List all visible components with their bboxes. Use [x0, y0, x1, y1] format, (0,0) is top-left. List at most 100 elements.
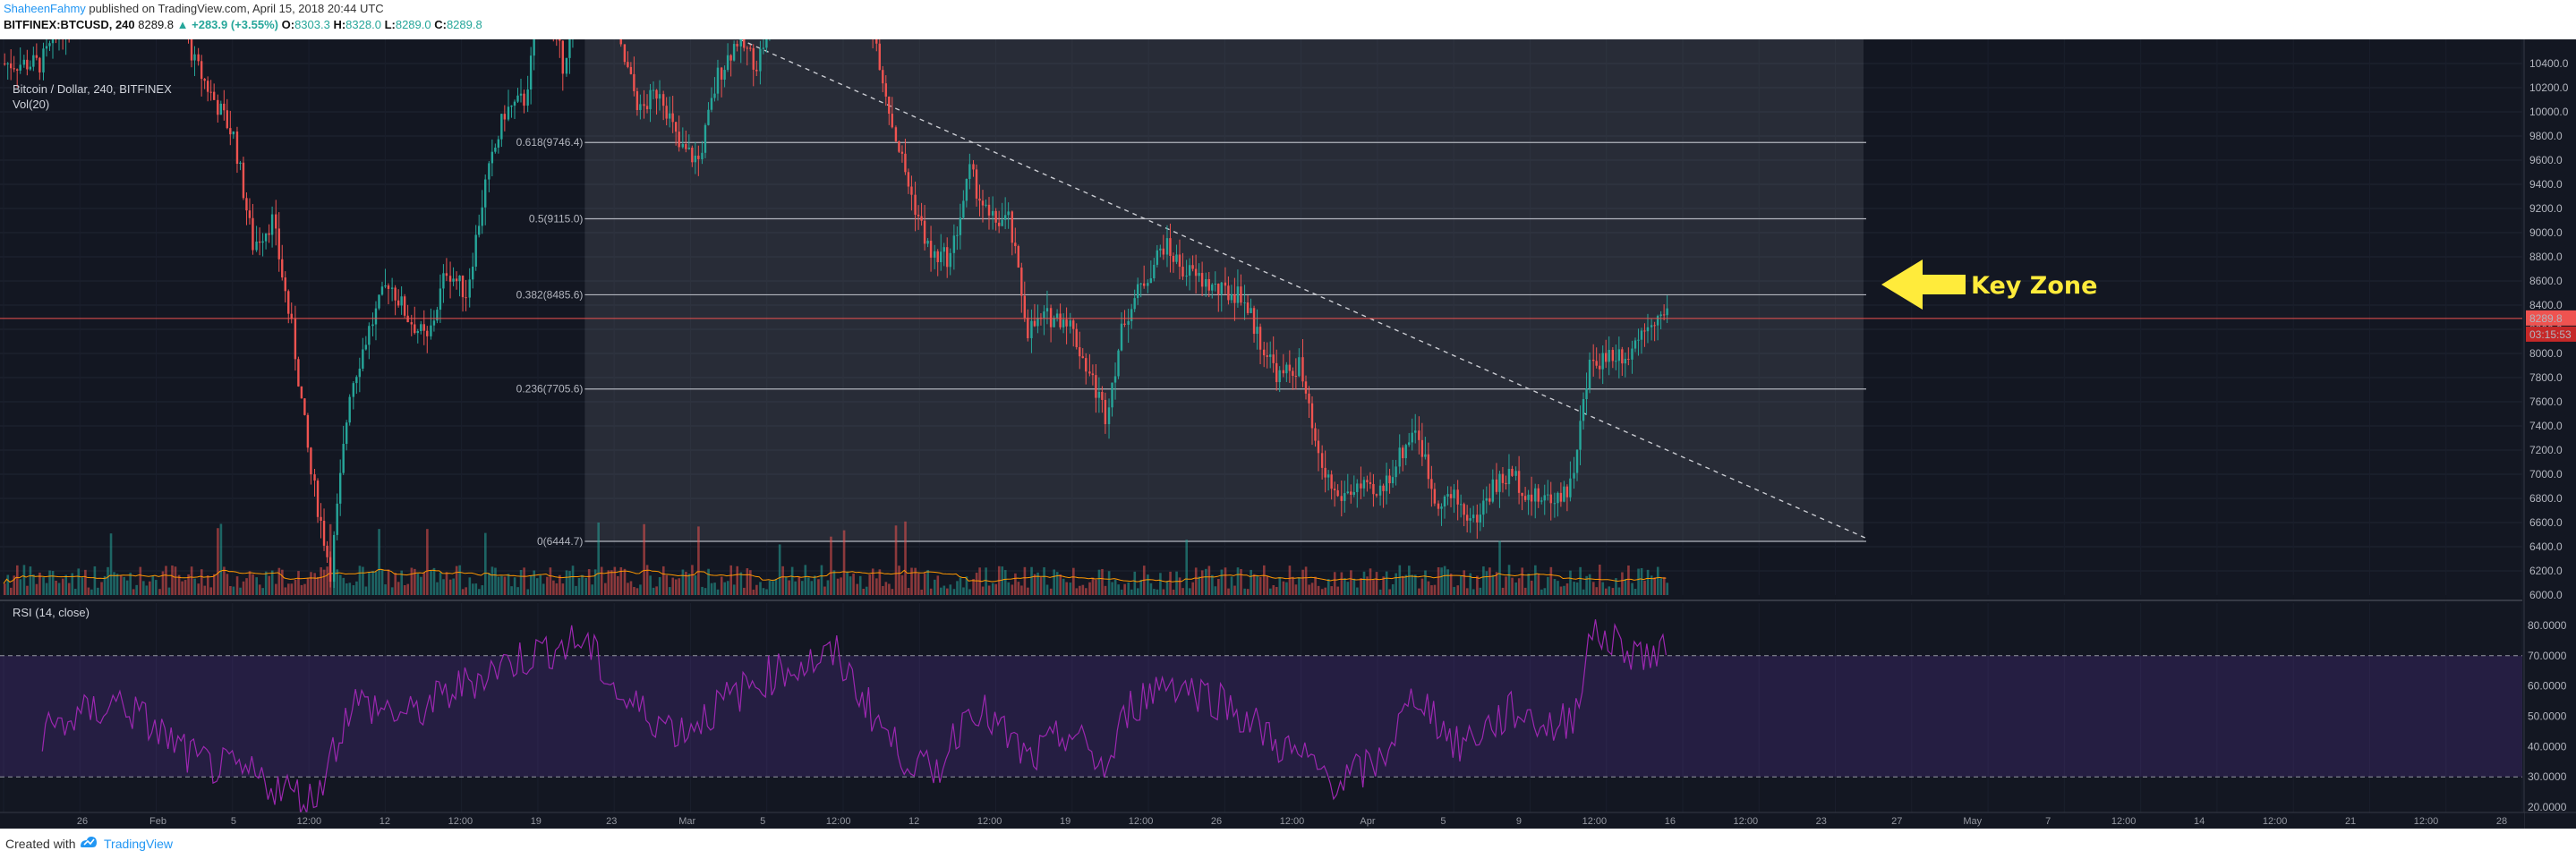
candle-body — [1440, 506, 1443, 509]
candle-body — [1523, 496, 1527, 500]
candle-body — [494, 147, 497, 152]
candle-body — [1495, 479, 1498, 492]
volume-bar — [898, 566, 900, 595]
candle-body — [322, 520, 326, 546]
candle-body — [1269, 354, 1272, 357]
volume-bar — [1511, 577, 1514, 595]
rsi-pane[interactable] — [0, 619, 2522, 814]
volume-bar — [875, 578, 878, 595]
volume-bar — [1627, 565, 1630, 595]
candle-body — [878, 43, 881, 71]
author-link[interactable]: ShaheenFahmy — [4, 2, 86, 15]
candle-body — [1258, 327, 1262, 350]
volume-bar — [707, 568, 710, 595]
volume-bar — [1104, 585, 1107, 595]
candle-body — [1360, 483, 1362, 489]
volume-bar — [1540, 589, 1543, 595]
volume-bar — [790, 566, 794, 595]
price-axis[interactable]: 10400.0 10200.0 10000.0 9800.0 9600.0 9400.0 9… — [2523, 39, 2576, 829]
volume-bar — [1136, 588, 1139, 595]
volume-bar — [448, 579, 452, 595]
volume-bar — [1039, 576, 1043, 595]
volume-bar — [1326, 579, 1330, 595]
price-chart[interactable]: 0.618(9746.4) 0.5(9115.0) 0.382(8485.6) 0.2… — [0, 39, 2576, 829]
candle-body — [197, 54, 200, 62]
candle-body — [732, 44, 736, 61]
volume-bar — [539, 574, 542, 595]
candle-body — [1156, 250, 1159, 265]
low-value: 8289.0 — [395, 18, 431, 31]
candle-body — [875, 39, 878, 44]
candle-body — [10, 63, 13, 69]
tradingview-link[interactable]: TradingView — [104, 837, 174, 851]
close-label: C: — [434, 18, 447, 31]
time-tick: 19 — [1060, 816, 1070, 827]
candle-body — [500, 114, 503, 140]
low-label: L: — [384, 18, 396, 31]
volume-bar — [1398, 565, 1402, 595]
tradingview-logo-icon[interactable] — [79, 834, 98, 852]
volume-bar — [736, 566, 739, 595]
candle-body — [1288, 364, 1292, 371]
candle-body — [1375, 494, 1378, 496]
candle-body — [1298, 357, 1301, 377]
volume-bar — [352, 585, 355, 595]
volume-bar — [1027, 587, 1029, 595]
volume-bar — [55, 580, 57, 595]
price-tick: 6000.0 — [2529, 589, 2563, 601]
volume-bar — [1608, 586, 1611, 595]
volume-bar — [1656, 566, 1659, 595]
volume-bar — [587, 569, 591, 595]
volume-bar — [994, 583, 998, 595]
volume-bar — [1498, 540, 1501, 595]
volume-bar — [668, 587, 671, 595]
volume-bar — [665, 574, 669, 595]
volume-bar — [1045, 584, 1049, 595]
volume-bar — [884, 582, 888, 595]
volume-bar — [865, 586, 868, 595]
volume-bar — [810, 581, 814, 595]
volume-bar — [907, 588, 910, 595]
volume-bar — [142, 581, 145, 595]
volume-bar — [1476, 575, 1479, 595]
time-axis-bg — [0, 812, 2524, 829]
time-axis[interactable]: 26 Feb 5 12:00 12 12:00 19 23 Mar 5 12:00 12 12:00 19… — [0, 812, 2576, 829]
candle-body — [1582, 399, 1585, 421]
volume-bar — [1252, 574, 1256, 595]
candle-body — [1072, 320, 1075, 329]
volume-bar — [1637, 568, 1640, 595]
volume-bar — [100, 582, 103, 595]
candle-body — [432, 320, 436, 326]
chart-area[interactable]: 0.618(9746.4) 0.5(9115.0) 0.382(8485.6) 0.2… — [0, 39, 2576, 829]
candle-body — [685, 144, 687, 149]
volume-bar — [1246, 589, 1250, 595]
volume-bar — [1107, 571, 1111, 595]
price-tick: 6600.0 — [2529, 516, 2563, 529]
candle-body — [206, 81, 209, 92]
candle-body — [239, 162, 242, 165]
candle-body — [1147, 283, 1149, 286]
fib-retracement-box[interactable] — [584, 39, 1864, 541]
volume-bar — [1471, 589, 1475, 595]
volume-bar — [436, 582, 439, 595]
price-tick: 10000.0 — [2529, 106, 2569, 118]
fib-levels[interactable]: 0.618(9746.4) 0.5(9115.0) 0.382(8485.6) 0.2… — [516, 136, 1866, 548]
volume-bar — [800, 581, 804, 595]
candle-body — [681, 144, 685, 148]
candle-body — [29, 66, 32, 70]
time-tick: 7 — [2045, 816, 2051, 827]
candle-body — [390, 287, 394, 289]
volume-bar — [300, 584, 303, 595]
pane-separator — [0, 595, 2522, 603]
candle-body — [1207, 278, 1210, 291]
volume-bar — [1101, 568, 1104, 595]
candle-body — [270, 214, 274, 235]
volume-bar — [378, 529, 380, 595]
volume-bar — [1181, 588, 1184, 595]
volume-bar — [1207, 566, 1211, 595]
volume-bar — [561, 583, 565, 595]
candle-body — [403, 296, 406, 316]
candle-body — [1427, 454, 1430, 480]
candle-body — [1433, 489, 1437, 504]
candle-body — [42, 48, 45, 72]
